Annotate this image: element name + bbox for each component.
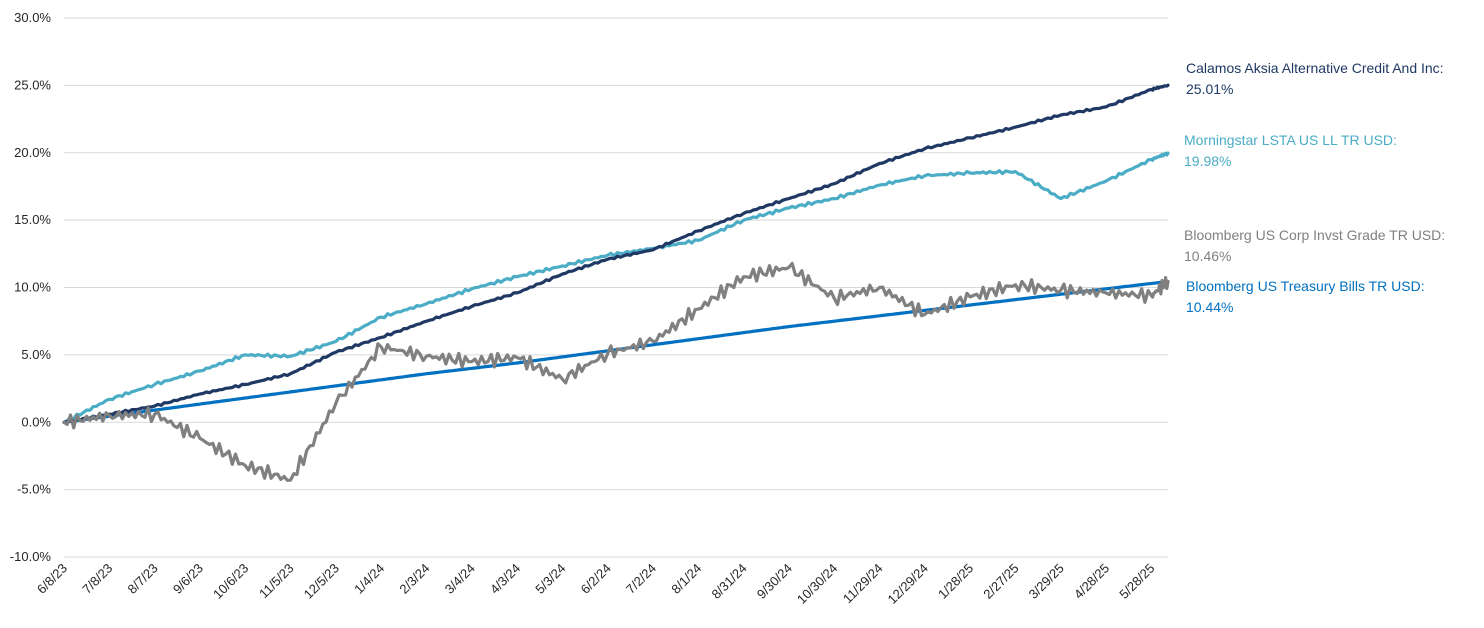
x-tick-label: 6/2/24 — [578, 561, 614, 597]
x-tick-label: 12/29/24 — [885, 561, 931, 607]
x-tick-label: 4/28/25 — [1071, 561, 1112, 602]
x-tick-label: 10/6/23 — [210, 561, 251, 602]
x-tick-label: 5/28/25 — [1116, 561, 1157, 602]
x-tick-label: 7/8/23 — [79, 561, 115, 597]
series-line — [62, 83, 1170, 424]
x-tick-label: 2/3/24 — [396, 561, 432, 597]
x-tick-label: 6/8/23 — [34, 561, 70, 597]
y-tick-label: 20.0% — [14, 145, 51, 160]
x-axis: 6/8/23 7/8/23 8/7/23 9/6/23 10/6/23 11/5/23 12… — [34, 561, 1158, 607]
series-name-label: Bloomberg US Corp Invst Grade TR USD: — [1184, 227, 1445, 243]
series-line — [62, 261, 1170, 482]
y-tick-label: 10.0% — [14, 280, 51, 295]
y-tick-label: 0.0% — [21, 414, 51, 429]
x-tick-label: 9/6/23 — [170, 561, 206, 597]
end-labels: Calamos Aksia Alternative Credit And Inc… — [1184, 60, 1445, 315]
y-axis: -10.0% -5.0% 0.0% 5.0% 10.0% 15.0% 20.0% 25.0% 3… — [10, 10, 52, 564]
y-tick-label: -5.0% — [17, 482, 51, 497]
series-value-label: 25.01% — [1186, 81, 1233, 97]
series-name-label: Bloomberg US Treasury Bills TR USD: — [1186, 278, 1425, 294]
x-tick-label: 8/1/24 — [668, 561, 704, 597]
x-tick-label: 12/5/23 — [301, 561, 342, 602]
y-tick-label: 25.0% — [14, 77, 51, 92]
series-value-label: 10.44% — [1186, 299, 1233, 315]
x-tick-label: 7/2/24 — [623, 561, 659, 597]
x-tick-label: 5/3/24 — [532, 561, 568, 597]
y-tick-label: 5.0% — [21, 347, 51, 362]
x-tick-label: 11/29/24 — [840, 561, 886, 607]
series-lines — [62, 83, 1170, 482]
y-tick-label: 30.0% — [14, 10, 51, 25]
y-tick-label: -10.0% — [10, 549, 52, 564]
x-tick-label: 3/4/24 — [442, 561, 478, 597]
x-tick-label: 11/5/23 — [256, 561, 297, 602]
x-tick-label: 1/28/25 — [935, 561, 976, 602]
series-value-label: 19.98% — [1184, 153, 1231, 169]
x-tick-label: 9/30/24 — [754, 561, 795, 602]
series-value-label: 10.46% — [1184, 248, 1231, 264]
x-tick-label: 8/31/24 — [708, 561, 749, 602]
x-tick-label: 8/7/23 — [125, 561, 161, 597]
x-tick-label: 10/30/24 — [794, 561, 840, 607]
y-tick-label: 15.0% — [14, 212, 51, 227]
x-tick-label: 4/3/24 — [487, 561, 523, 597]
series-line — [62, 151, 1170, 424]
x-tick-label: 3/29/25 — [1026, 561, 1067, 602]
series-name-label: Calamos Aksia Alternative Credit And Inc… — [1186, 60, 1444, 76]
series-name-label: Morningstar LSTA US LL TR USD: — [1184, 132, 1397, 148]
x-tick-label: 1/4/24 — [351, 561, 387, 597]
x-tick-label: 2/27/25 — [980, 561, 1021, 602]
